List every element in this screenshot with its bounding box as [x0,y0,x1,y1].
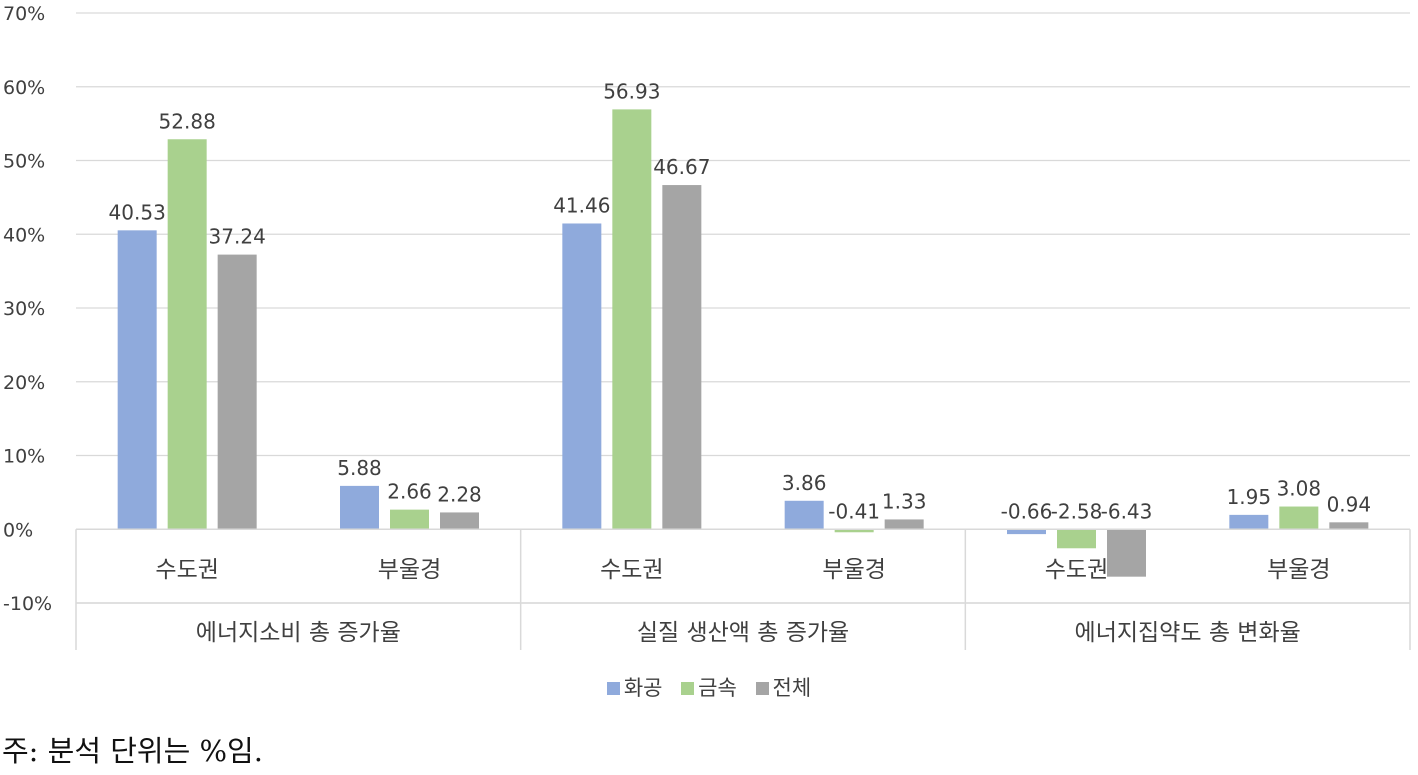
x-category-label: 부울경 [1267,557,1330,583]
legend-swatch-geumsok [681,682,695,695]
data-label: 0.94 [1327,492,1372,516]
x-category-label: 수도권 [600,557,663,583]
legend-label-hwagong: 화공 [623,676,663,700]
data-label: -0.66 [1001,499,1053,523]
data-label: 40.53 [109,200,166,224]
x-group-label: 에너지집약도 총 변화율 [1075,620,1301,646]
bar [1329,522,1369,530]
data-label: 52.88 [159,109,216,133]
x-group-label: 에너지소비 총 증가율 [196,620,401,646]
x-group-label: 실질 생산액 총 증가율 [637,620,849,646]
x-category-label: 수도권 [1045,557,1108,583]
legend-swatch-hwagong [606,682,620,695]
legend-item-geumsok: 금속 [681,672,737,702]
bar [562,223,602,530]
data-label: 41.46 [553,193,610,217]
bar [884,519,924,530]
y-tick-label: 20% [3,372,45,394]
data-label: 37.24 [209,225,266,249]
x-category-label: 부울경 [822,557,885,583]
x-category-label: 부울경 [378,557,441,583]
data-label: 5.88 [337,456,382,480]
y-tick-label: 0% [3,519,33,541]
bar [784,500,824,530]
bar-chart: 70% 60% 50% 40% 30% 20% 10% 0% -10% 40.53 5.88 41.4… [3,3,1411,650]
bar [167,139,207,530]
x-category-label: 수도권 [155,557,218,583]
y-tick-label: 40% [3,224,45,246]
bar [440,512,479,530]
data-label: 56.93 [603,79,660,103]
data-label: 2.28 [437,482,482,506]
legend-item-hwagong: 화공 [606,672,663,702]
y-tick-label: 70% [3,3,45,25]
data-label: 1.33 [882,489,927,513]
y-tick-label: 10% [3,446,45,468]
legend-label-geumsok: 금속 [698,676,737,700]
data-label: 46.67 [653,155,710,179]
bar [1007,529,1046,535]
data-label: 3.08 [1277,477,1322,501]
y-tick-label: -10% [3,593,52,615]
bar [1057,529,1096,549]
data-label: 3.86 [782,471,827,495]
bar [662,185,702,530]
data-label: -6.43 [1101,499,1153,523]
footnote: 주: 분석 단위는 %임. [2,734,263,768]
bar [340,485,379,530]
y-tick-label: 30% [3,298,45,320]
data-label: 1.95 [1227,485,1272,509]
data-label: 2.66 [387,480,432,504]
bar [1229,514,1269,530]
legend-label-jeonche: 전체 [772,676,812,700]
y-tick-label: 60% [3,77,45,99]
legend: 화공 금속 전체 [0,672,1418,702]
bar [1107,529,1146,577]
data-label: -0.41 [828,499,880,523]
legend-swatch-jeonche [755,682,769,695]
bar [1279,506,1319,530]
bar [834,529,874,533]
bar [117,230,157,530]
bar [390,509,429,530]
y-tick-label: 50% [3,151,45,173]
legend-item-jeonche: 전체 [755,672,812,702]
bar [217,254,257,530]
data-label: -2.58 [1051,499,1103,523]
bar [612,109,652,530]
